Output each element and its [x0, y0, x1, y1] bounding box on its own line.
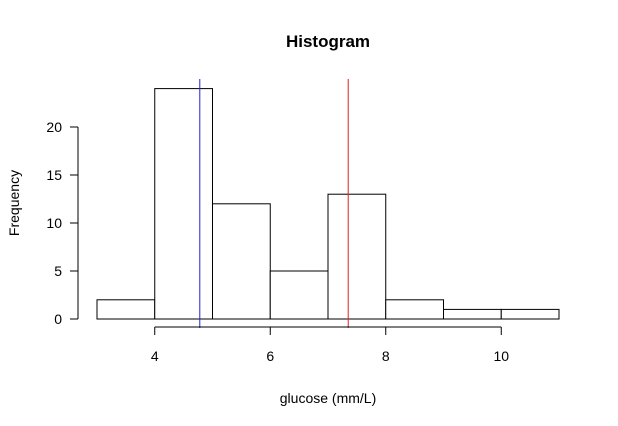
x-tick-label: 6 — [266, 348, 274, 364]
x-tick-label: 4 — [151, 348, 159, 364]
y-axis-label: Frequency — [6, 170, 22, 236]
reference-lines-layer — [199, 79, 349, 328]
histogram-bar — [385, 299, 444, 320]
y-tick-label: 0 — [54, 311, 62, 327]
y-tick-label: 10 — [46, 215, 62, 231]
histogram-bar — [443, 308, 502, 320]
x-tick-label: 10 — [493, 348, 509, 364]
histogram-bar — [212, 203, 271, 320]
histogram-bar — [154, 88, 213, 320]
histogram-bar — [269, 270, 329, 320]
y-axis: 0 5 10 15 20 — [46, 119, 79, 327]
bars-layer — [96, 88, 560, 320]
x-axis-label: glucose (mm/L) — [280, 390, 376, 406]
y-tick-label: 15 — [46, 167, 62, 183]
y-tick-label: 5 — [54, 263, 62, 279]
x-tick-label: 8 — [382, 348, 390, 364]
x-axis: 4 6 8 10 — [151, 326, 509, 364]
histogram-bar — [500, 308, 560, 320]
chart-title: Histogram — [286, 32, 370, 51]
histogram-bar — [96, 299, 156, 320]
y-tick-label: 20 — [46, 119, 62, 135]
histogram-bar — [327, 193, 387, 320]
